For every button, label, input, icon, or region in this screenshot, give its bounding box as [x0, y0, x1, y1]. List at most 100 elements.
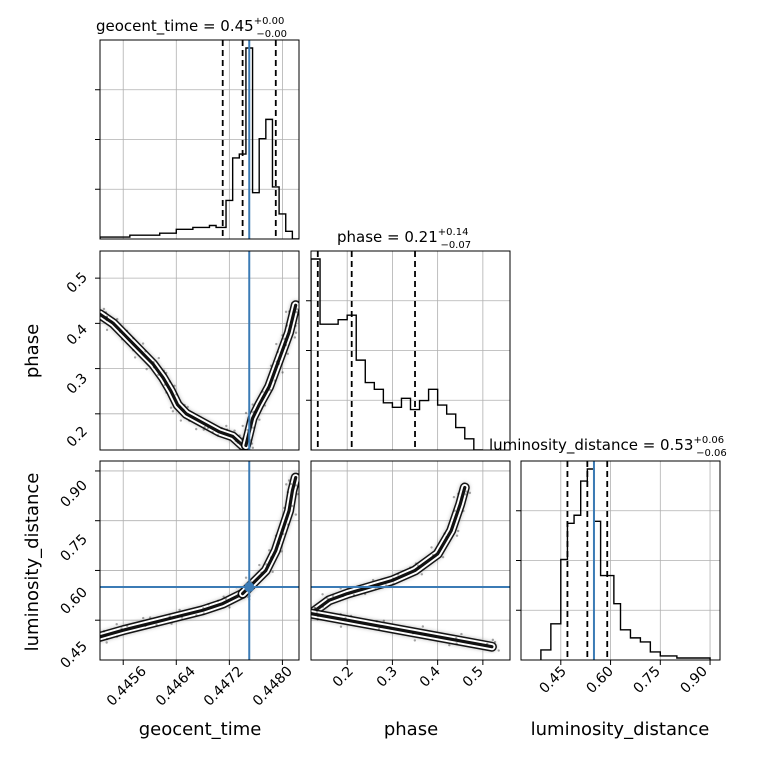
hist-step-geocent_time [100, 47, 299, 239]
joint-panel-luminosity_distance_vs_phase-sample-branch_a-7-3 [456, 529, 460, 533]
joint-panel-phase_vs_geocent_time-sample-branch_b-9-1 [287, 310, 291, 313]
joint-panel-luminosity_distance_vs_geocent_time-sample-branch_b-1-3 [244, 576, 248, 579]
joint-panel-phase_vs_geocent_time-sample-branch_b-1-3 [241, 424, 244, 428]
hist-step-luminosity_distance [540, 468, 711, 660]
joint-panel-luminosity_distance_vs_geocent_time-sample-branch_a-0-2 [104, 633, 108, 637]
joint-panel-phase_vs_geocent_time-sample-branch_b-6-3 [275, 342, 278, 346]
hist-frame-luminosity_distance [520, 460, 721, 661]
hist-panel-phase [306, 250, 511, 451]
joint-panel-phase_vs_geocent_time-sample-branch_a-9-2 [206, 427, 210, 430]
joint-panel-phase_vs_geocent_time-sample-branch_a-7-1 [182, 408, 185, 412]
xlabel-luminosity-distance: luminosity_distance [531, 719, 710, 740]
joint-panel-luminosity_distance_vs_phase-sample-branch_a-2-3 [352, 593, 356, 597]
joint-panel-luminosity_distance_vs_geocent_time-sample-branch_a-4-1 [207, 603, 210, 606]
joint-panel-phase_vs_geocent_time-sample-branch_a-3-2 [144, 350, 147, 353]
joint-panel-luminosity_distance_vs_geocent_time-sample-branch_a-1-3 [115, 622, 118, 626]
joint-panel-luminosity_distance_vs_geocent_time-contour-inner-branch_a [100, 592, 245, 639]
joint-panel-phase_vs_geocent_time-sample-branch_b-4-1 [273, 379, 277, 382]
joint-panel-phase_vs_geocent_time-sample-branch_b-8-1 [294, 324, 297, 327]
joint-panel-luminosity_distance_vs_geocent_time-sample-branch_b-4-3 [282, 532, 285, 536]
joint-panel-luminosity_distance_vs_geocent_time-content [100, 461, 299, 660]
joint-panel-luminosity_distance_vs_phase-sample-branch_b-1-2 [339, 625, 343, 628]
joint-panel-phase_vs_geocent_time-sample-branch_a-5-3 [164, 371, 168, 375]
joint-panel-luminosity_distance_vs_geocent_time-sample-branch_a-2-3 [155, 623, 158, 627]
joint-panel-luminosity_distance_vs_phase-sample-branch_a-8-0 [452, 495, 456, 499]
joint-panel-phase_vs_geocent_time-sample-branch_b-6-0 [284, 343, 288, 347]
joint-panel-phase_vs_geocent_time-contour-inner-branch_b [244, 303, 298, 448]
joint-panel-phase_vs_geocent_time-contour-gap-branch_a [100, 310, 247, 449]
hist-panel-geocent_time [95, 39, 300, 240]
joint-panel-luminosity_distance_vs_geocent_time-sample-branch_a-5-0 [228, 606, 231, 609]
hist-frame-geocent_time [99, 39, 300, 240]
joint-panel-luminosity_distance_vs_geocent_time-sample-branch_b-2-1 [258, 563, 261, 567]
joint-panel-luminosity_distance_vs_phase-sample-branch_a-6-1 [431, 554, 435, 557]
joint-panel-phase_vs_geocent_time-sample-branch_a-9-1 [195, 427, 198, 431]
joint-panel-phase_vs_geocent_time-sample-branch_b-5-3 [277, 362, 281, 366]
joint-panel-phase_vs_geocent_time-sample-branch_a-11-1 [238, 434, 241, 437]
joint-panel-luminosity_distance_vs_phase-content [311, 461, 510, 660]
joint-panel-phase_vs_geocent_time-sample-branch_b-3-1 [261, 396, 264, 399]
hist-step-phase [311, 258, 483, 450]
joint-panel-phase_vs_geocent_time-sample-branch_b-9-3 [296, 308, 299, 311]
joint-panel-luminosity_distance_vs_phase-sample-branch_b-5-2 [491, 638, 495, 642]
joint-panel-phase_vs_geocent_time-sample-branch_a-10-3 [220, 426, 223, 430]
joint-panel-luminosity_distance_vs_phase-sample-branch_a-5-0 [420, 573, 424, 576]
ytick-ph-1: 0.3 [64, 371, 91, 398]
ytick-ld-2: 0.75 [57, 532, 90, 565]
joint-panel-phase_vs_geocent_time-sample-branch_a-10-0 [225, 424, 228, 428]
joint-panel-luminosity_distance_vs_geocent_time-sample-branch_b-3-0 [268, 549, 271, 552]
joint-panel-luminosity_distance_vs_phase-sample-branch_b-4-1 [460, 632, 463, 636]
xlabel-geocent-time: geocent_time [139, 719, 262, 740]
joint-panel-phase_vs_geocent_time-sample-branch_a-2-2 [125, 329, 129, 333]
ytick-ph-3: 0.5 [64, 270, 91, 297]
joint-panel-phase_vs_geocent_time-sample-branch_a-4-0 [152, 361, 155, 364]
joint-panel-phase_vs_geocent_time-sample-branch_a-1-2 [105, 328, 109, 332]
xtick-gt-2: 0.4472 [201, 664, 247, 710]
joint-panel-phase_vs_geocent_time-sample-branch_a-3-1 [141, 342, 145, 345]
xtick-ld-3: 0.90 [677, 664, 710, 697]
joint-panel-phase_vs_geocent_time-sample-branch_a-9-3 [203, 425, 206, 429]
joint-panel-luminosity_distance_vs_geocent_time-sample-branch_a-3-3 [170, 622, 173, 626]
joint-panel-luminosity_distance_vs_geocent_time-sample-branch_b-5-1 [283, 506, 286, 510]
joint-panel-luminosity_distance_vs_phase-sample-branch_b-3-3 [413, 639, 417, 642]
joint-panel-phase_vs_geocent_time-sample-branch_a-6-0 [173, 384, 176, 387]
title-phase: phase = 0.21+0.14 −0.07 [337, 227, 471, 251]
joint-panel-phase_vs_geocent_time-sample-branch_a-5-1 [157, 373, 160, 377]
joint-panel-phase_vs_geocent_time-sample-branch_b-9-0 [295, 310, 298, 314]
joint-panel-luminosity_distance_vs_geocent_time-sample-branch_a-0-3 [102, 630, 106, 633]
joint-panel-phase_vs_geocent_time-sample-branch_a-1-1 [110, 320, 113, 323]
title-phase-sup: +0.14 [438, 227, 469, 238]
joint-panel-phase_vs_geocent_time-sample-branch_b-2-3 [258, 418, 261, 421]
joint-panel-luminosity_distance_vs_geocent_time-sample-branch_a-5-2 [222, 595, 225, 598]
joint-panel-phase_vs_geocent_time-sample-branch_a-7-2 [169, 406, 173, 409]
joint-panel-luminosity_distance_vs_phase-sample-branch_a-6-2 [441, 555, 445, 559]
joint-panel-phase_vs_geocent_time-sample-branch_b-1-2 [241, 437, 245, 440]
joint-panel-luminosity_distance_vs_phase-sample-branch_b-3-2 [424, 633, 427, 636]
joint-panel-luminosity_distance_vs_phase-contour-inner-branch_b [311, 611, 494, 649]
joint-panel-luminosity_distance_vs_phase-sample-branch_a-5-3 [416, 564, 420, 567]
title-phase-main: phase = 0.21 [337, 228, 438, 246]
joint-panel-luminosity_distance_vs_phase-sample-branch_a-4-1 [396, 573, 400, 576]
title-phase-sub: −0.07 [440, 240, 471, 251]
joint-panel-luminosity_distance_vs_phase-sample-branch_b-5-3 [493, 640, 497, 644]
joint-panel-luminosity_distance_vs_geocent_time-sample-branch_a-2-2 [149, 616, 152, 619]
joint-panel-luminosity_distance_vs_phase-sample-branch_a-8-3 [453, 509, 457, 513]
xtick-gt-1: 0.4464 [153, 663, 199, 709]
joint-panel-luminosity_distance_vs_geocent_time-sample-branch_b-4-2 [274, 534, 278, 537]
joint-panel-phase_vs_geocent_time-sample-branch_b-8-0 [284, 310, 288, 314]
joint-panel-luminosity_distance_vs_phase-sample-branch_a-4-3 [392, 582, 395, 585]
ytick-ph-0: 0.2 [64, 424, 91, 451]
joint-panel-phase_vs_geocent_time-content [100, 251, 299, 450]
joint-panel-luminosity_distance_vs_geocent_time-sample-branch_a-4-3 [202, 612, 205, 615]
joint-panel-luminosity_distance_vs_phase-sample-branch_a-9-1 [456, 492, 460, 495]
joint-panel-phase_vs_geocent_time-contour-inner-branch_a [100, 312, 245, 448]
joint-panel-luminosity_distance_vs_geocent_time-sample-branch_a-0-1 [105, 637, 109, 641]
joint-panel-luminosity_distance_vs_phase-sample-branch_a-5-1 [409, 566, 412, 569]
hist-panel-luminosity_distance-content [521, 461, 720, 660]
xtick-ph-1: 0.3 [374, 664, 401, 691]
joint-panel-luminosity_distance_vs_geocent_time-sample-branch_b-1-0 [255, 578, 258, 581]
joint-panel-luminosity_distance_vs_geocent_time-sample-branch_b-6-0 [294, 484, 298, 487]
joint-panel-luminosity_distance_vs_geocent_time-truth-point [244, 582, 255, 593]
joint-panel-luminosity_distance_vs_phase-sample-branch_a-1-1 [326, 597, 329, 600]
